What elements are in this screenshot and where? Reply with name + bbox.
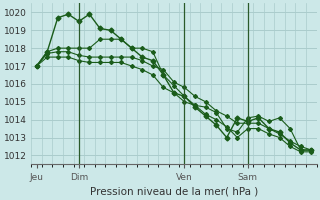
X-axis label: Pression niveau de la mer( hPa ): Pression niveau de la mer( hPa ) bbox=[90, 187, 258, 197]
